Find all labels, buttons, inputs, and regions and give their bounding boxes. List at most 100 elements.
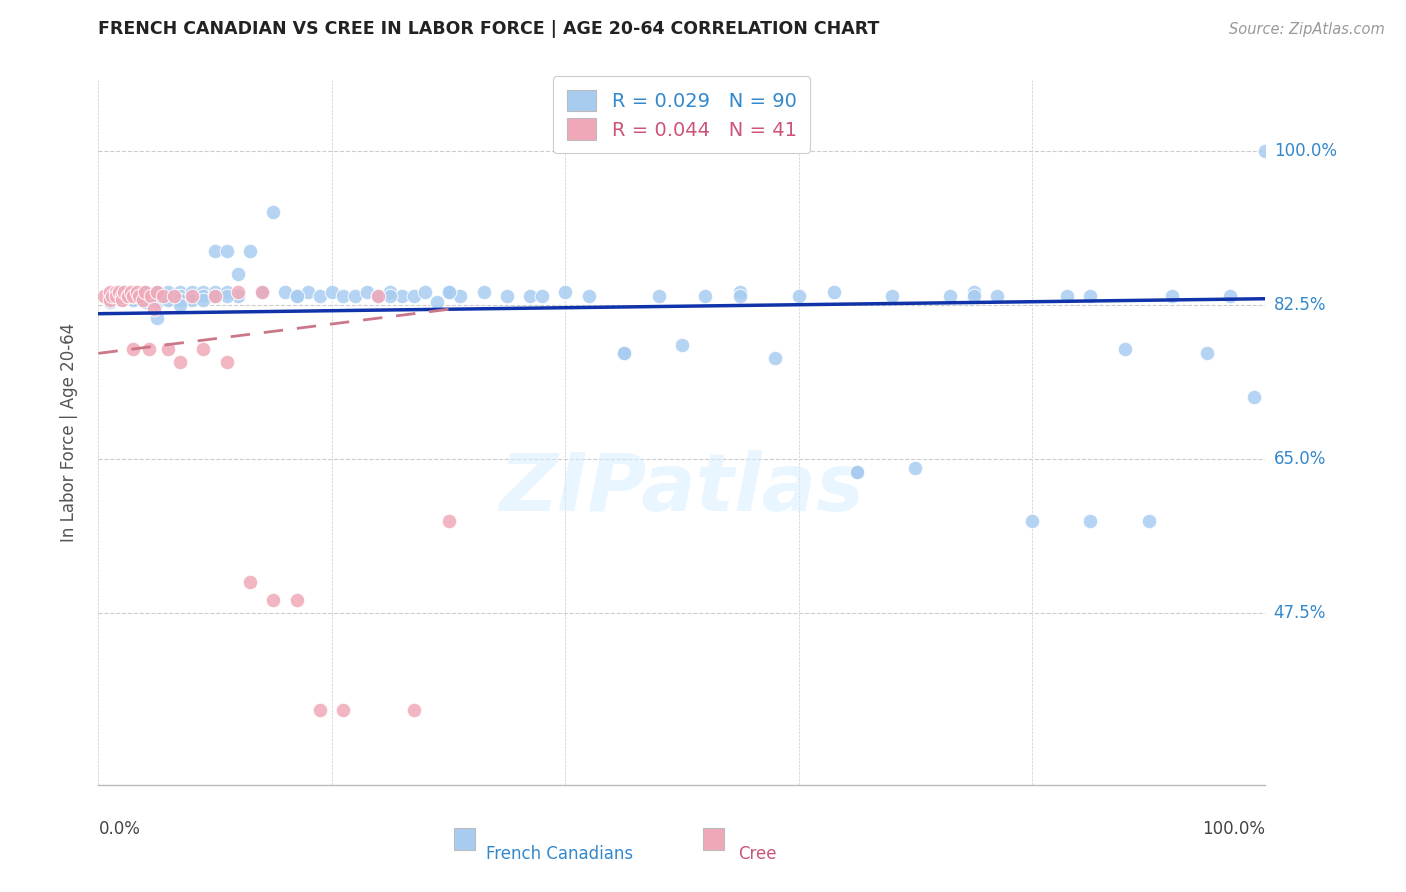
Text: 47.5%: 47.5% (1274, 604, 1326, 623)
Point (472, 285, 495, 299)
Point (880, 289, 903, 303)
Point (134, 285, 156, 299)
Point (157, 285, 180, 299)
Point (146, 285, 169, 299)
Text: 100.0%: 100.0% (1202, 821, 1265, 838)
Text: 0.0%: 0.0% (98, 821, 141, 838)
Point (367, 289, 389, 303)
Point (204, 285, 226, 299)
Point (1254, 144, 1277, 158)
Point (146, 311, 169, 326)
Point (204, 244, 226, 259)
Point (285, 289, 308, 303)
Point (215, 285, 238, 299)
Point (111, 285, 134, 299)
Text: Source: ZipAtlas.com: Source: ZipAtlas.com (1229, 22, 1385, 37)
Point (321, 285, 343, 299)
Point (132, 293, 155, 308)
Point (1056, 289, 1078, 303)
Point (437, 285, 460, 299)
Point (962, 285, 984, 299)
Point (117, 289, 139, 303)
Point (250, 285, 273, 299)
Point (262, 593, 284, 607)
Point (332, 703, 354, 717)
Point (111, 289, 134, 303)
Point (262, 205, 284, 219)
Point (146, 285, 169, 299)
Point (671, 337, 693, 351)
Point (250, 285, 273, 299)
Point (204, 289, 226, 303)
Point (93, 289, 115, 303)
Point (163, 289, 186, 303)
Text: 82.5%: 82.5% (1274, 296, 1326, 314)
Point (104, 289, 127, 303)
Y-axis label: In Labor Force | Age 20-64: In Labor Force | Age 20-64 (59, 323, 77, 542)
Point (1219, 289, 1241, 303)
Point (1195, 346, 1218, 360)
Point (613, 346, 636, 360)
Point (112, 285, 135, 299)
Point (787, 289, 810, 303)
Point (962, 289, 984, 303)
Point (157, 293, 180, 308)
Point (228, 289, 250, 303)
Point (763, 351, 786, 365)
Point (239, 575, 262, 590)
Point (146, 295, 169, 310)
Point (554, 285, 576, 299)
Point (823, 285, 845, 299)
Point (730, 285, 752, 299)
Point (98, 295, 121, 310)
Point (904, 460, 927, 475)
Point (250, 285, 273, 299)
Text: 65.0%: 65.0% (1274, 450, 1326, 468)
Point (180, 293, 202, 308)
Point (846, 465, 869, 479)
Point (134, 285, 156, 299)
Point (101, 289, 124, 303)
Point (380, 285, 402, 299)
Point (143, 302, 166, 317)
Point (986, 289, 1008, 303)
Point (356, 285, 378, 299)
Point (157, 289, 180, 303)
Point (125, 285, 148, 299)
Point (613, 346, 636, 360)
Point (128, 289, 150, 303)
Point (193, 293, 215, 308)
Point (309, 703, 332, 717)
Point (169, 355, 191, 369)
Point (169, 285, 191, 299)
Point (647, 289, 669, 303)
Point (1137, 514, 1160, 528)
FancyBboxPatch shape (703, 828, 724, 850)
Point (215, 355, 238, 369)
Point (437, 285, 460, 299)
Point (98, 285, 121, 299)
Point (122, 289, 145, 303)
Point (204, 289, 226, 303)
Point (169, 298, 191, 312)
Point (193, 289, 215, 303)
Point (111, 293, 134, 308)
Point (309, 289, 332, 303)
Point (402, 289, 425, 303)
Point (180, 289, 202, 303)
Point (939, 289, 962, 303)
Point (519, 289, 541, 303)
Point (108, 285, 131, 299)
Text: ZIPatlas: ZIPatlas (499, 450, 865, 528)
Point (846, 465, 869, 479)
Point (496, 289, 519, 303)
Point (578, 289, 600, 303)
Point (120, 285, 142, 299)
Point (1114, 342, 1136, 356)
Point (413, 285, 436, 299)
Point (426, 295, 449, 310)
Point (285, 289, 308, 303)
Point (274, 285, 297, 299)
Point (215, 289, 238, 303)
Point (169, 289, 191, 303)
